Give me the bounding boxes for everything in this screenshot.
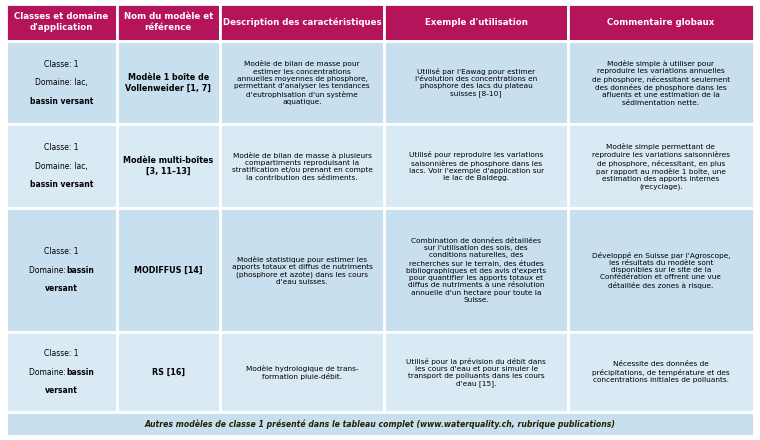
Text: Classe: 1: Classe: 1 xyxy=(44,247,79,256)
Text: Nécessite des données de
précipitations, de température et des
concentrations in: Nécessite des données de précipitations,… xyxy=(592,362,730,383)
Text: Modèle de bilan de masse pour
estimer les concentrations
annuelles moyennes de p: Modèle de bilan de masse pour estimer le… xyxy=(234,60,370,105)
Bar xyxy=(117,333,220,412)
Bar xyxy=(220,41,385,125)
Text: Modèle simple permettant de
reproduire les variations saisonnières
de phosphore,: Modèle simple permettant de reproduire l… xyxy=(592,143,730,190)
Bar xyxy=(385,41,568,125)
Text: Utilisé par l'Eawag pour estimer
l'évolution des concentrations en
phosphore des: Utilisé par l'Eawag pour estimer l'évolu… xyxy=(415,68,537,97)
Bar xyxy=(385,4,568,41)
Text: Modèle hydrologique de trans-
formation pluie-débit.: Modèle hydrologique de trans- formation … xyxy=(246,365,359,380)
Text: Commentaire globaux: Commentaire globaux xyxy=(607,18,714,27)
Text: Domaine:: Domaine: xyxy=(29,266,68,275)
Bar xyxy=(568,4,754,41)
Bar xyxy=(385,208,568,333)
Text: bassin versant: bassin versant xyxy=(30,180,93,189)
Bar xyxy=(6,125,117,208)
Bar xyxy=(385,333,568,412)
Bar xyxy=(117,125,220,208)
Bar xyxy=(220,333,385,412)
Text: Modèle multi-boîtes
[3, 11–13]: Modèle multi-boîtes [3, 11–13] xyxy=(123,156,214,176)
Bar xyxy=(568,41,754,125)
Bar xyxy=(568,125,754,208)
Bar xyxy=(117,4,220,41)
Text: Combination de données détaillées
sur l'utilisation des sols, des
conditions nat: Combination de données détaillées sur l'… xyxy=(406,238,546,303)
Text: Classe: 1: Classe: 1 xyxy=(44,60,79,69)
Text: Modèle statistique pour estimer les
apports totaux et diffus de nutriments
(phos: Modèle statistique pour estimer les appo… xyxy=(232,256,372,285)
Text: Modèle 1 boîte de
Vollenweider [1, 7]: Modèle 1 boîte de Vollenweider [1, 7] xyxy=(125,73,211,92)
Text: Utilisé pour la prévision du débit dans
les cours d'eau et pour simuler le
trans: Utilisé pour la prévision du débit dans … xyxy=(407,358,546,387)
Bar xyxy=(6,4,117,41)
Bar xyxy=(568,333,754,412)
Bar xyxy=(6,333,117,412)
Text: MODIFFUS [14]: MODIFFUS [14] xyxy=(134,266,203,275)
Text: Domaine: lac,: Domaine: lac, xyxy=(35,162,88,171)
Bar xyxy=(568,208,754,333)
Text: bassin: bassin xyxy=(66,368,94,377)
Text: Domaine:: Domaine: xyxy=(29,368,68,377)
Text: Description des caractéristiques: Description des caractéristiques xyxy=(223,18,382,27)
Text: Autres modèles de classe 1 présenté dans le tableau complet (www.waterquality.ch: Autres modèles de classe 1 présenté dans… xyxy=(144,420,616,429)
Text: Classes et domaine
d'application: Classes et domaine d'application xyxy=(14,12,109,32)
Bar xyxy=(220,125,385,208)
Text: Développé en Suisse par l'Agroscope,
les résultats du modèle sont
disponibles su: Développé en Suisse par l'Agroscope, les… xyxy=(591,252,730,289)
Text: RS [16]: RS [16] xyxy=(152,368,185,377)
Text: Exemple d'utilisation: Exemple d'utilisation xyxy=(425,18,527,27)
Text: Modèle de bilan de masse à plusieurs
compartiments reproduisant la
stratificatio: Modèle de bilan de masse à plusieurs com… xyxy=(232,152,372,181)
Text: Classe: 1: Classe: 1 xyxy=(44,349,79,358)
Text: Classe: 1: Classe: 1 xyxy=(44,143,79,152)
Text: Utilisé pour reproduire les variations
saisonnières de phosphore dans les
lacs. : Utilisé pour reproduire les variations s… xyxy=(409,151,543,181)
Bar xyxy=(6,41,117,125)
Text: versant: versant xyxy=(45,284,78,293)
Bar xyxy=(6,412,754,436)
Text: bassin versant: bassin versant xyxy=(30,97,93,106)
Bar xyxy=(6,208,117,333)
Text: bassin: bassin xyxy=(66,266,94,275)
Bar xyxy=(220,4,385,41)
Text: Nom du modèle et
référence: Nom du modèle et référence xyxy=(124,12,213,32)
Bar xyxy=(117,41,220,125)
Bar xyxy=(117,208,220,333)
Text: versant: versant xyxy=(45,386,78,395)
Text: Modèle simple à utiliser pour
reproduire les variations annuelles
de phosphore, : Modèle simple à utiliser pour reproduire… xyxy=(592,60,730,106)
Text: Domaine: lac,: Domaine: lac, xyxy=(35,78,88,87)
Bar xyxy=(385,125,568,208)
Bar xyxy=(220,208,385,333)
